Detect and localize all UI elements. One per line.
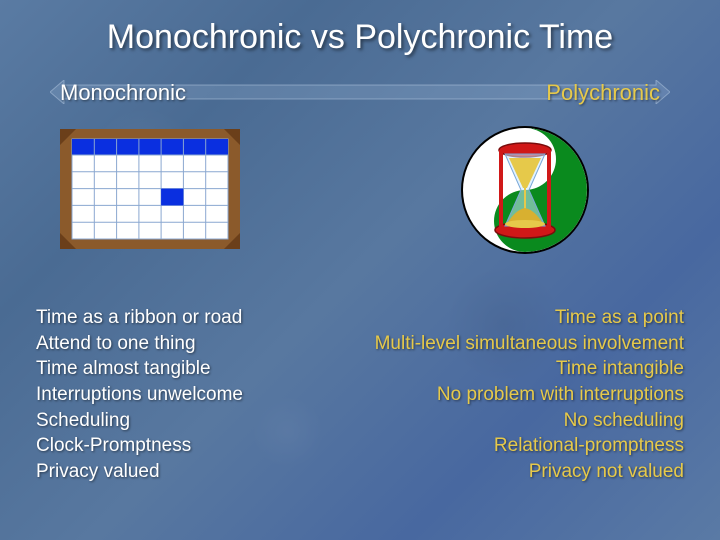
list-item: Privacy not valued: [324, 459, 684, 485]
list-item: Time almost tangible: [36, 356, 356, 382]
monochronic-list: Time as a ribbon or road Attend to one t…: [36, 305, 356, 484]
hourglass-graphic: [455, 120, 595, 260]
list-item: Multi-level simultaneous involvement: [324, 331, 684, 357]
list-item: No scheduling: [324, 408, 684, 434]
list-item: Relational-promptness: [324, 433, 684, 459]
list-item: Time as a ribbon or road: [36, 305, 356, 331]
slide-title: Monochronic vs Polychronic Time: [0, 18, 720, 57]
calendar-graphic: [60, 125, 240, 253]
list-item: Time as a point: [324, 305, 684, 331]
list-item: Attend to one thing: [36, 331, 356, 357]
heading-polychronic: Polychronic: [546, 80, 660, 106]
list-item: Scheduling: [36, 408, 356, 434]
list-item: No problem with interruptions: [324, 382, 684, 408]
list-item: Time intangible: [324, 356, 684, 382]
list-item: Clock-Promptness: [36, 433, 356, 459]
polychronic-list: Time as a point Multi-level simultaneous…: [324, 305, 684, 484]
heading-monochronic: Monochronic: [60, 80, 186, 106]
list-item: Interruptions unwelcome: [36, 382, 356, 408]
list-item: Privacy valued: [36, 459, 356, 485]
